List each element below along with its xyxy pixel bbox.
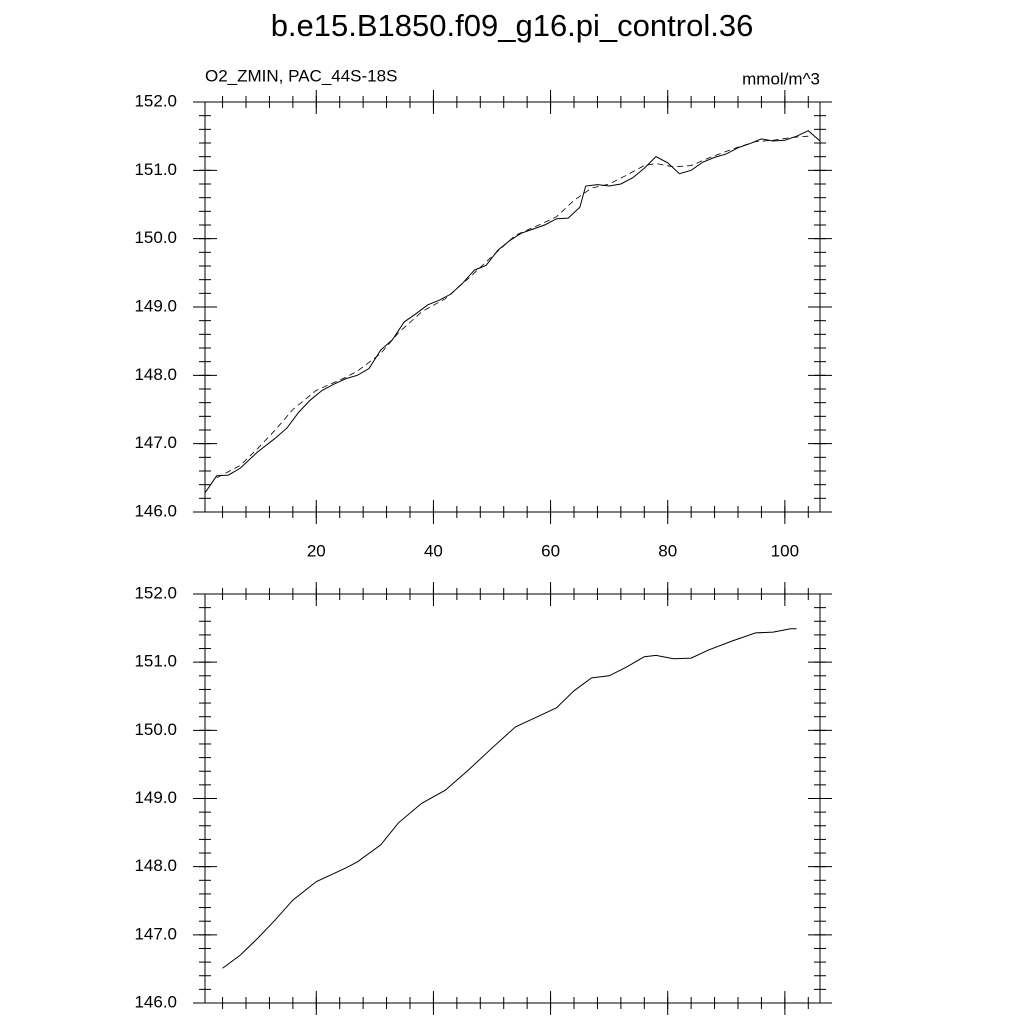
- y-tick-label: 150.0: [134, 720, 177, 739]
- x-tick-label: 100: [771, 541, 799, 560]
- x-tick-label: 40: [424, 541, 443, 560]
- chart-subtitle: O2_ZMIN, PAC_44S-18S: [205, 66, 397, 85]
- plot-frame: [204, 101, 821, 513]
- y-tick-label: 149.0: [134, 788, 177, 807]
- data-line: [216, 135, 809, 479]
- x-tick-label: 20: [307, 541, 326, 560]
- units-label: mmol/m^3: [742, 69, 820, 88]
- x-tick-label: 60: [541, 541, 560, 560]
- y-tick-label: 147.0: [134, 433, 177, 452]
- figure-title: b.e15.B1850.f09_g16.pi_control.36: [271, 8, 754, 43]
- y-tick-label: 152.0: [134, 91, 177, 110]
- y-tick-label: 152.0: [134, 583, 177, 602]
- y-tick-label: 147.0: [134, 924, 177, 943]
- y-tick-label: 148.0: [134, 365, 177, 384]
- y-tick-label: 146.0: [134, 501, 177, 520]
- data-line: [204, 130, 821, 494]
- plot-frame: [204, 593, 821, 1004]
- y-tick-label: 151.0: [134, 160, 177, 179]
- y-tick-label: 148.0: [134, 856, 177, 875]
- x-tick-label: 80: [658, 541, 677, 560]
- y-tick-label: 150.0: [134, 228, 177, 247]
- y-tick-label: 151.0: [134, 652, 177, 671]
- y-tick-label: 149.0: [134, 296, 177, 315]
- y-tick-label: 146.0: [134, 992, 177, 1011]
- data-line: [222, 628, 797, 969]
